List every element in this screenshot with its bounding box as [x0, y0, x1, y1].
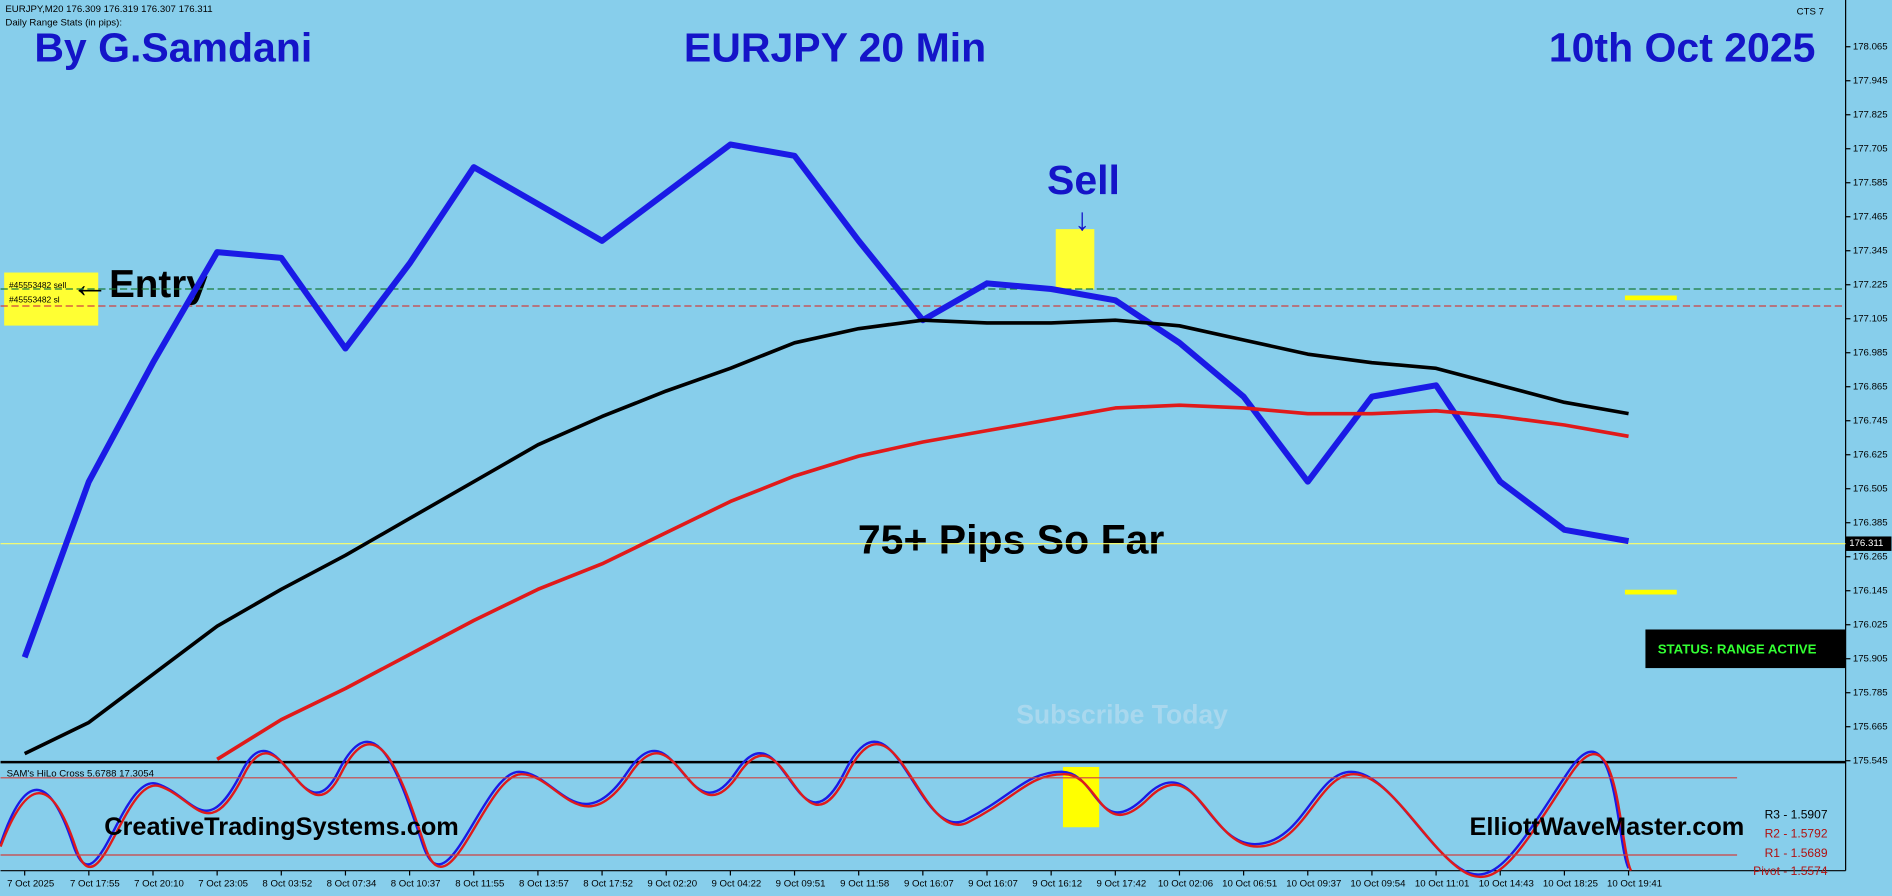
- indicator-highlight: [1062, 766, 1100, 828]
- y-tick-label: 176.985: [1853, 347, 1888, 358]
- x-tick-label: 10 Oct 09:37: [1286, 878, 1341, 889]
- x-tick-label: 7 Oct 17:55: [70, 878, 120, 889]
- y-tick-label: 177.105: [1853, 313, 1888, 324]
- y-tick-label: 177.945: [1853, 75, 1888, 86]
- x-tick-label: 7 Oct 2025: [7, 878, 54, 889]
- order-sell: #45553482 sell: [9, 280, 66, 290]
- sell-box: [1055, 229, 1095, 290]
- website-right: ElliottWaveMaster.com: [1470, 813, 1745, 841]
- stats-title: Daily Range Stats (in pips):: [5, 17, 122, 28]
- y-tick-label: 176.385: [1853, 517, 1888, 528]
- y-tick-label: 175.905: [1853, 653, 1888, 664]
- pivot-label: R3 - 1.5907: [1765, 807, 1828, 821]
- status-box: [1645, 629, 1846, 669]
- pivot-label: Pivot - 1.5574: [1753, 864, 1828, 878]
- x-tick-label: 9 Oct 16:07: [968, 878, 1018, 889]
- x-tick-label: 9 Oct 16:12: [1032, 878, 1082, 889]
- last-price-label: 176.311: [1849, 538, 1883, 549]
- y-tick-label: 178.065: [1853, 41, 1888, 52]
- pivot-label: R2 - 1.5792: [1765, 827, 1828, 841]
- x-tick-label: 9 Oct 17:42: [1096, 878, 1146, 889]
- y-tick-label: 176.625: [1853, 449, 1888, 460]
- website-left: CreativeTradingSystems.com: [104, 813, 459, 841]
- y-tick-label: 175.785: [1853, 687, 1888, 698]
- x-tick-label: 9 Oct 09:51: [776, 878, 826, 889]
- order-sl: #45553482 sl: [9, 295, 60, 305]
- x-tick-label: 8 Oct 10:37: [391, 878, 441, 889]
- last-price-box: [1845, 536, 1892, 551]
- series-line: [216, 403, 1629, 761]
- y-tick-label: 176.745: [1853, 415, 1888, 426]
- x-tick-label: 8 Oct 13:57: [519, 878, 569, 889]
- y-tick-label: 176.145: [1853, 585, 1888, 596]
- entry-box: [4, 272, 99, 326]
- author: By G.Samdani: [34, 24, 312, 70]
- y-tick-label: 176.265: [1853, 551, 1888, 562]
- sell-arrow: ↓: [1074, 202, 1090, 237]
- y-tick-label: 177.225: [1853, 279, 1888, 290]
- x-tick-label: 10 Oct 09:54: [1350, 878, 1406, 889]
- chart-date: 10th Oct 2025: [1549, 24, 1816, 70]
- y-tick-label: 176.025: [1853, 619, 1888, 630]
- pivot-label: R1 - 1.5689: [1765, 846, 1828, 860]
- x-tick-label: 9 Oct 16:07: [904, 878, 954, 889]
- indicator-signal: [0, 743, 1633, 878]
- x-tick-label: 8 Oct 17:52: [583, 878, 633, 889]
- x-tick-label: 9 Oct 02:20: [647, 878, 697, 889]
- x-tick-label: 8 Oct 03:52: [262, 878, 312, 889]
- chart-title: EURJPY 20 Min: [684, 24, 986, 70]
- x-tick-label: 7 Oct 23:05: [198, 878, 248, 889]
- series-line: [23, 318, 1629, 756]
- y-tick-label: 177.465: [1853, 211, 1888, 222]
- y-tick-label: 177.705: [1853, 143, 1888, 154]
- indicator-title: SAM's HiLo Cross 5.6788 17.3054: [7, 769, 155, 780]
- x-tick-label: 8 Oct 07:34: [327, 878, 377, 889]
- series-line: [21, 141, 1630, 659]
- status: STATUS: RANGE ACTIVE: [1658, 641, 1817, 656]
- x-tick-label: 10 Oct 02:06: [1158, 878, 1213, 889]
- x-tick-label: 9 Oct 11:58: [840, 878, 889, 889]
- x-tick-label: 10 Oct 18:25: [1543, 878, 1598, 889]
- x-tick-label: 9 Oct 04:22: [712, 878, 762, 889]
- symbol-info: EURJPY,M20 176.309 176.319 176.307 176.3…: [5, 4, 212, 15]
- platform-tag: CTS 7: [1797, 7, 1824, 18]
- x-tick-label: 10 Oct 19:41: [1607, 878, 1662, 889]
- x-tick-label: 10 Oct 14:43: [1479, 878, 1534, 889]
- y-tick-label: 177.345: [1853, 245, 1888, 256]
- sell-label: Sell: [1047, 157, 1120, 203]
- subscribe-label: Subscribe Today: [1016, 699, 1228, 729]
- x-tick-label: 10 Oct 06:51: [1222, 878, 1277, 889]
- y-tick-label: 175.665: [1853, 721, 1888, 732]
- y-tick-label: 175.545: [1853, 755, 1888, 766]
- result-label: 75+ Pips So Far: [858, 516, 1165, 562]
- y-tick-label: 176.505: [1853, 483, 1888, 494]
- indicator-line: [0, 740, 1630, 876]
- y-tick-label: 177.585: [1853, 177, 1888, 188]
- entry-label: ←Entry: [71, 263, 209, 306]
- y-tick-label: 177.825: [1853, 109, 1888, 120]
- x-tick-label: 7 Oct 20:10: [134, 878, 184, 889]
- y-tick-label: 176.865: [1853, 381, 1888, 392]
- x-tick-label: 10 Oct 11:01: [1415, 878, 1469, 889]
- x-tick-label: 8 Oct 11:55: [455, 878, 504, 889]
